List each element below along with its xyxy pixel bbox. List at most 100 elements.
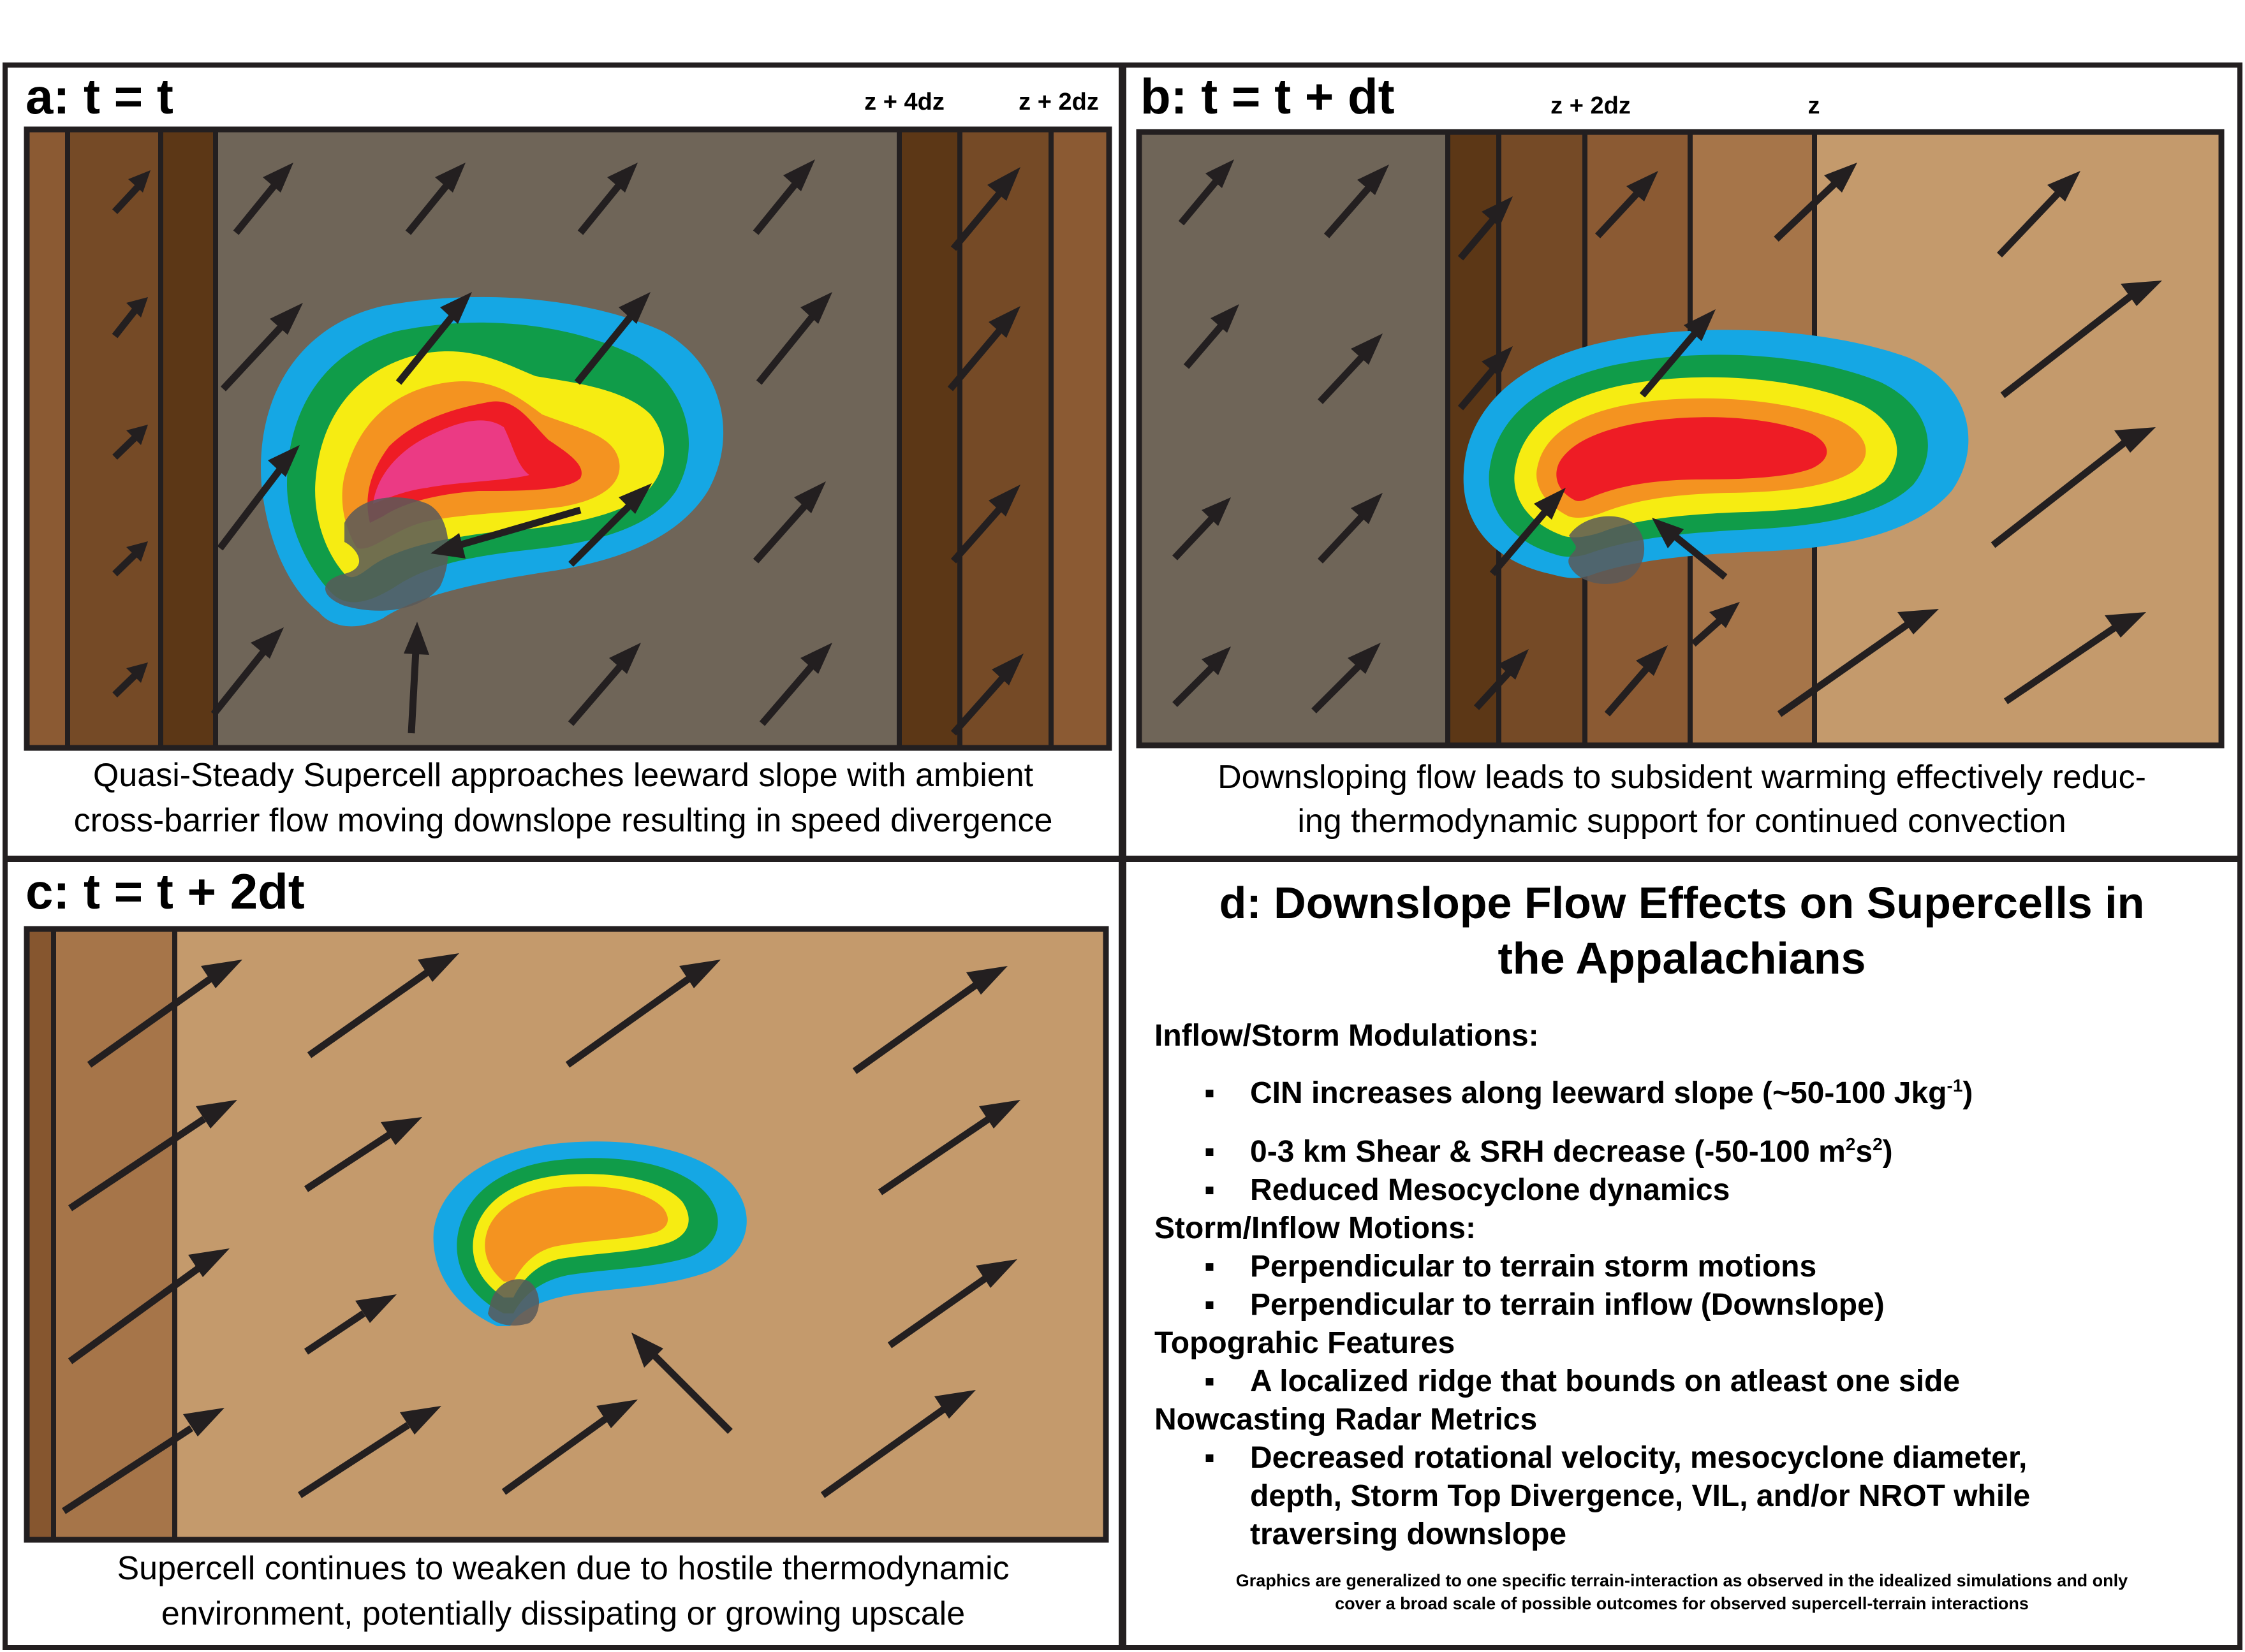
wind-arrow	[298, 1406, 441, 1498]
wind-arrow	[304, 1117, 422, 1192]
panel-a: a: t = t z + 4dz z + 2dz	[24, 68, 1112, 839]
wind-arrow	[1317, 493, 1383, 564]
panel-b-caption-line-1: Downsloping flow leads to subsident warm…	[1218, 759, 2146, 796]
wind-arrow-inflow	[631, 1333, 733, 1434]
wind-arrow	[1457, 196, 1513, 261]
wind-arrow	[1489, 488, 1566, 576]
item-radar-metrics-line-1: Decreased rotational velocity, mesocyclo…	[1250, 1441, 2027, 1475]
panel-b-caption-line-2: ing thermodynamic support for continued …	[1297, 803, 2066, 840]
wind-arrow	[1604, 645, 1668, 717]
section-heading-inflow-storm: Inflow/Storm Modulations:	[1154, 1019, 1539, 1053]
wind-arrow	[501, 1400, 638, 1495]
item-cin: CIN increases along leeward slope (~50-1…	[1250, 1076, 1973, 1110]
wind-arrow	[2003, 612, 2146, 705]
wind-arrow	[112, 662, 148, 698]
wind-arrow	[210, 627, 284, 717]
wind-arrow	[1183, 304, 1239, 369]
wind-arrow	[1997, 171, 2080, 258]
panel-c: c: t = t + 2dt	[24, 863, 1109, 1632]
wind-arrow	[304, 1294, 397, 1355]
wind-arrow	[820, 1390, 976, 1498]
wind-arrow	[878, 1100, 1020, 1195]
wind-arrow	[1774, 163, 1857, 242]
terrain-band-left-dark	[161, 129, 216, 748]
panel-d: d: Downslope Flow Effects on Supercells …	[1154, 878, 2144, 1613]
panel-c-map-border	[24, 926, 1109, 1543]
panel-c-caption-line-1: Supercell continues to weaken due to hos…	[117, 1550, 1009, 1587]
wind-arrow	[947, 306, 1020, 391]
supercell-b	[1463, 330, 1969, 584]
wind-arrow	[759, 643, 832, 726]
panel-c-caption-line-2: environment, potentially dissipating or …	[161, 1595, 965, 1632]
item-storm-motions: Perpendicular to terrain storm motions	[1250, 1250, 1816, 1283]
panel-c-title: c: t = t + 2dt	[26, 863, 305, 919]
wind-arrows-c	[62, 953, 1020, 1514]
wind-arrow	[1323, 164, 1389, 238]
wind-arrow	[217, 445, 300, 551]
wind-arrow	[1473, 649, 1529, 710]
wind-arrow	[1691, 602, 1740, 647]
wind-arrows-b	[1172, 159, 2162, 717]
item-inflow: Perpendicular to terrain inflow (Downslo…	[1250, 1288, 1885, 1322]
section-heading-topographic: Topograhic Features	[1154, 1326, 1455, 1360]
wind-arrow	[753, 481, 826, 564]
terrain-band-left-mid	[68, 129, 161, 748]
panel-b-z-label-2: z	[1808, 92, 1820, 119]
wind-arrow	[574, 292, 651, 385]
item-radar-metrics-line-2: depth, Storm Top Divergence, VIL, and/or…	[1250, 1479, 2030, 1513]
wind-arrow	[1777, 609, 1939, 717]
wind-arrow	[568, 483, 652, 567]
supercell-c	[433, 1141, 747, 1326]
terrain-band-right-dark	[899, 129, 960, 748]
panel-a-z-label-2: z + 2dz	[1019, 89, 1099, 115]
wind-arrow-inflow	[404, 622, 429, 734]
wind-arrow	[395, 292, 472, 385]
bullet: ▪	[1204, 1135, 1215, 1169]
panel-b-title: b: t = t + dt	[1140, 68, 1395, 124]
wind-arrow-inflow	[1652, 518, 1728, 580]
terrain-ridge-top	[1139, 132, 1448, 745]
wind-arrow	[565, 960, 721, 1068]
panel-a-map-border	[24, 126, 1112, 751]
panel-d-frame	[1121, 857, 2242, 1650]
reflectivity-orange	[485, 1186, 668, 1282]
wind-arrow	[1178, 159, 1234, 226]
panel-b-z-label-1: z + 2dz	[1550, 92, 1631, 119]
wind-arrow	[2000, 281, 2162, 398]
terrain-band-dark	[27, 929, 54, 1540]
mesocyclone	[325, 497, 449, 611]
item-shear-srh: 0-3 km Shear & SRH decrease (-50-100 m2s…	[1250, 1134, 1893, 1169]
wind-arrow	[1457, 346, 1513, 411]
terrain-band-right-mid	[960, 129, 1051, 748]
bullet: ▪	[1204, 1250, 1215, 1283]
wind-arrow	[577, 163, 638, 235]
wind-arrow	[112, 297, 148, 339]
bullet: ▪	[1204, 1173, 1215, 1207]
wind-arrow	[112, 541, 148, 576]
wind-arrow	[87, 960, 242, 1068]
wind-arrow	[1311, 643, 1381, 713]
wind-arrow	[220, 303, 303, 391]
wind-arrow	[950, 167, 1020, 251]
wind-arrow	[112, 170, 151, 214]
item-radar-metrics-line-3: traversing downslope	[1250, 1517, 1566, 1551]
terrain-band-left-light	[27, 129, 68, 748]
section-heading-nowcasting: Nowcasting Radar Metrics	[1154, 1403, 1537, 1436]
mesocyclone	[1568, 516, 1645, 584]
item-ridge: A localized ridge that bounds on atleast…	[1250, 1364, 1960, 1398]
bullet: ▪	[1204, 1076, 1215, 1110]
mesocyclone	[488, 1279, 539, 1326]
wind-arrow	[62, 1408, 224, 1514]
bullet: ▪	[1204, 1364, 1215, 1398]
wind-arrow	[568, 643, 641, 726]
panel-b-map-border	[1136, 129, 2225, 749]
wind-arrow	[112, 425, 148, 460]
section-heading-storm-inflow: Storm/Inflow Motions:	[1154, 1211, 1476, 1245]
supercell-a	[261, 296, 724, 627]
wind-arrow	[1172, 497, 1231, 560]
bullet: ▪	[1204, 1441, 1215, 1475]
wind-arrow	[852, 966, 1008, 1074]
wind-arrow-inflow	[431, 506, 582, 559]
panel-b: b: t = t + dt z + 2dz z	[1136, 68, 2225, 840]
